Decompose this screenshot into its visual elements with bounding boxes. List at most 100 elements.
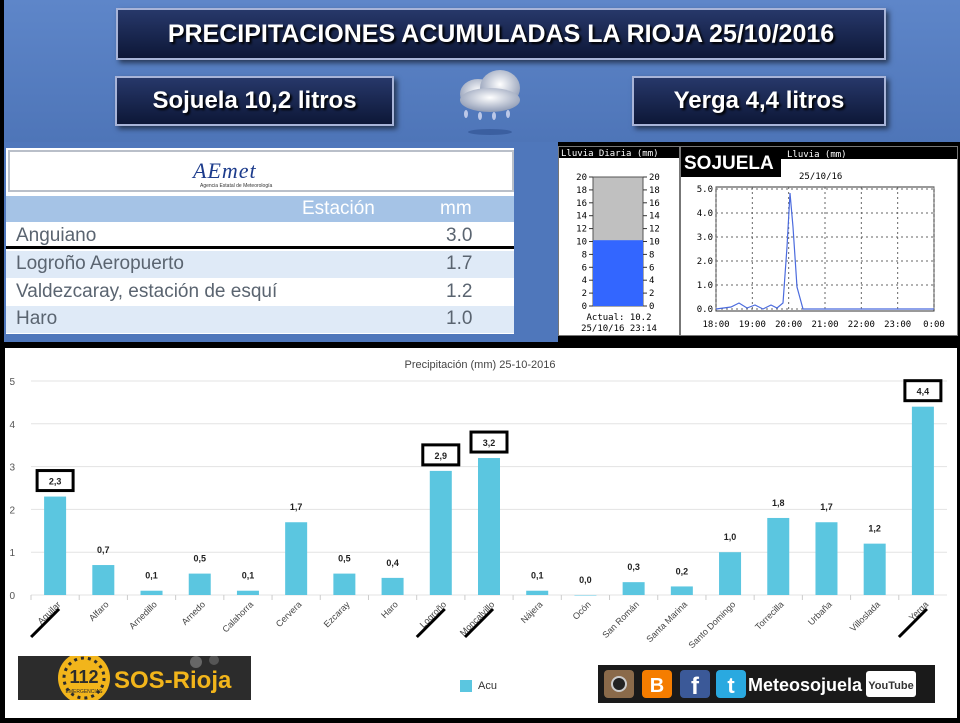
- aemet-subtitle: Agencia Estatal de Meteorología: [200, 183, 273, 189]
- x-tick-label: Arnedo: [180, 599, 208, 627]
- gauge-tick-label: 10: [576, 238, 587, 248]
- x-tick-label: 19:00: [739, 320, 766, 330]
- value-label: 4,4: [917, 387, 930, 397]
- station-name: Logroño Aeropuerto: [16, 253, 184, 274]
- gauge-actual: Actual: 10.2: [586, 313, 651, 323]
- youtube-text: YouTube: [868, 680, 913, 692]
- page-title: PRECIPITACIONES ACUMULADAS LA RIOJA 25/1…: [116, 8, 886, 60]
- gauge-tick-label: 18: [649, 186, 660, 196]
- x-tick-label: Arnedillo: [127, 599, 159, 631]
- y-tick-label: 0.0: [697, 305, 713, 315]
- underline-mark: [463, 607, 495, 639]
- value-label: 1,7: [820, 502, 833, 512]
- gauge-tick-label: 0: [582, 302, 587, 312]
- underline-mark: [415, 607, 446, 639]
- station-mm: 1.7: [446, 253, 473, 274]
- row-underline: [6, 246, 514, 249]
- x-tick-label: 0:00: [923, 320, 945, 330]
- table-row: Haro 1.0: [6, 306, 514, 333]
- sojuela-rain-chart: SOJUELA Lluvia (mm) 25/10/16 5.0 4.0 3.0 2.…: [680, 146, 958, 336]
- x-tick-label: Villoslada: [848, 599, 882, 633]
- bar: [236, 590, 259, 595]
- value-label: 0,5: [338, 554, 351, 564]
- station-mm: 1.2: [446, 281, 473, 302]
- gauge-tick-label: 18: [576, 186, 587, 196]
- value-label: 0,2: [676, 566, 689, 576]
- bar: [188, 573, 211, 595]
- value-label: 2,9: [435, 451, 448, 461]
- gauge-tick-label: 10: [649, 238, 660, 248]
- gauge-tick-label: 12: [649, 225, 660, 235]
- bar: [863, 543, 886, 595]
- sos-number: 112: [69, 667, 98, 687]
- x-tick-label: 18:00: [702, 320, 729, 330]
- bar: [911, 406, 934, 595]
- x-tick-label: San Román: [600, 599, 641, 640]
- x-tick-label: Logroño: [418, 599, 448, 629]
- x-tick-label: Ocón: [571, 599, 593, 621]
- sos-rioja-logo: 112 EMERGENCIAS SOS-Rioja: [18, 652, 251, 704]
- rain-line: [715, 192, 934, 310]
- value-label: 1,8: [772, 498, 785, 508]
- value-label: 1,7: [290, 502, 303, 512]
- station-chart-date: 25/10/16: [799, 172, 842, 182]
- y-tick-label: 5.0: [697, 185, 713, 195]
- twitter-icon[interactable]: [716, 670, 746, 698]
- value-label: 0,0: [579, 575, 592, 585]
- station-chart-graphic: SOJUELA Lluvia (mm) 25/10/16 5.0 4.0 3.0 2.…: [681, 147, 957, 330]
- station-mm: 3.0: [446, 225, 473, 246]
- x-tick-label: Cervera: [274, 599, 304, 629]
- y-tick-label: 2.0: [697, 257, 713, 267]
- chart-legend: Acu: [460, 680, 497, 692]
- value-label-box: [903, 379, 943, 403]
- yerga-total-banner: Yerga 4,4 litros: [632, 76, 886, 126]
- x-tick-label: Santo Domingo: [687, 599, 738, 650]
- bar: [478, 458, 500, 595]
- x-tick-label: 22:00: [848, 320, 875, 330]
- gauge-tick-label: 8: [649, 250, 654, 260]
- bar: [815, 522, 838, 595]
- value-label: 0,4: [386, 558, 399, 568]
- table-row: Anguiano 3.0: [6, 223, 514, 250]
- station-mm: 1.0: [446, 308, 473, 329]
- y-tick-label: 1: [9, 548, 15, 559]
- cloud-rain-icon: [460, 70, 520, 135]
- blogger-icon[interactable]: [642, 670, 672, 698]
- sos-small: EMERGENCIAS: [66, 689, 104, 695]
- gauge-tick-label: 14: [649, 212, 660, 222]
- value-label-box: [469, 430, 509, 454]
- x-tick-label: Ezcaray: [322, 599, 352, 629]
- gauge-title: Lluvia Diaria (mm): [561, 149, 659, 159]
- value-label: 3,2: [483, 438, 496, 448]
- table-row: Valdezcaray, estación de esquí 1.2: [6, 279, 514, 306]
- social-text[interactable]: Meteosojuela: [748, 675, 863, 695]
- x-tick-label: Haro: [379, 599, 400, 620]
- value-label: 2,3: [49, 477, 62, 487]
- gauge-tick-label: 20: [649, 173, 660, 183]
- underline-mark: [897, 607, 928, 639]
- station-chart-title: Lluvia (mm): [787, 150, 847, 160]
- legend-swatch: [460, 680, 472, 692]
- youtube-icon[interactable]: [866, 671, 916, 697]
- gauge-tick-label: 2: [649, 289, 654, 299]
- station-name: Valdezcaray, estación de esquí: [16, 281, 278, 302]
- facebook-icon[interactable]: [680, 670, 710, 698]
- mm-column-header: mm: [440, 198, 472, 219]
- gauge-tick-label: 2: [582, 289, 587, 299]
- svg-text:f: f: [691, 673, 700, 700]
- bar: [429, 470, 452, 595]
- bar: [526, 590, 549, 595]
- y-tick-label: 2: [9, 505, 15, 516]
- underline-mark: [30, 607, 61, 639]
- x-tick-label: 20:00: [775, 320, 802, 330]
- gauge-tick-label: 20: [576, 173, 587, 183]
- x-tick-label: Alfaro: [87, 599, 111, 623]
- aemet-table: AEmet Agencia Estatal de Meteorología Es…: [6, 148, 514, 334]
- svg-text:B: B: [650, 675, 664, 697]
- svg-text:t: t: [727, 673, 735, 698]
- y-tick-label: 1.0: [697, 281, 713, 291]
- value-label: 0,1: [145, 571, 158, 581]
- gauge-tick-label: 14: [576, 212, 587, 222]
- legend-label: Acu: [478, 680, 497, 692]
